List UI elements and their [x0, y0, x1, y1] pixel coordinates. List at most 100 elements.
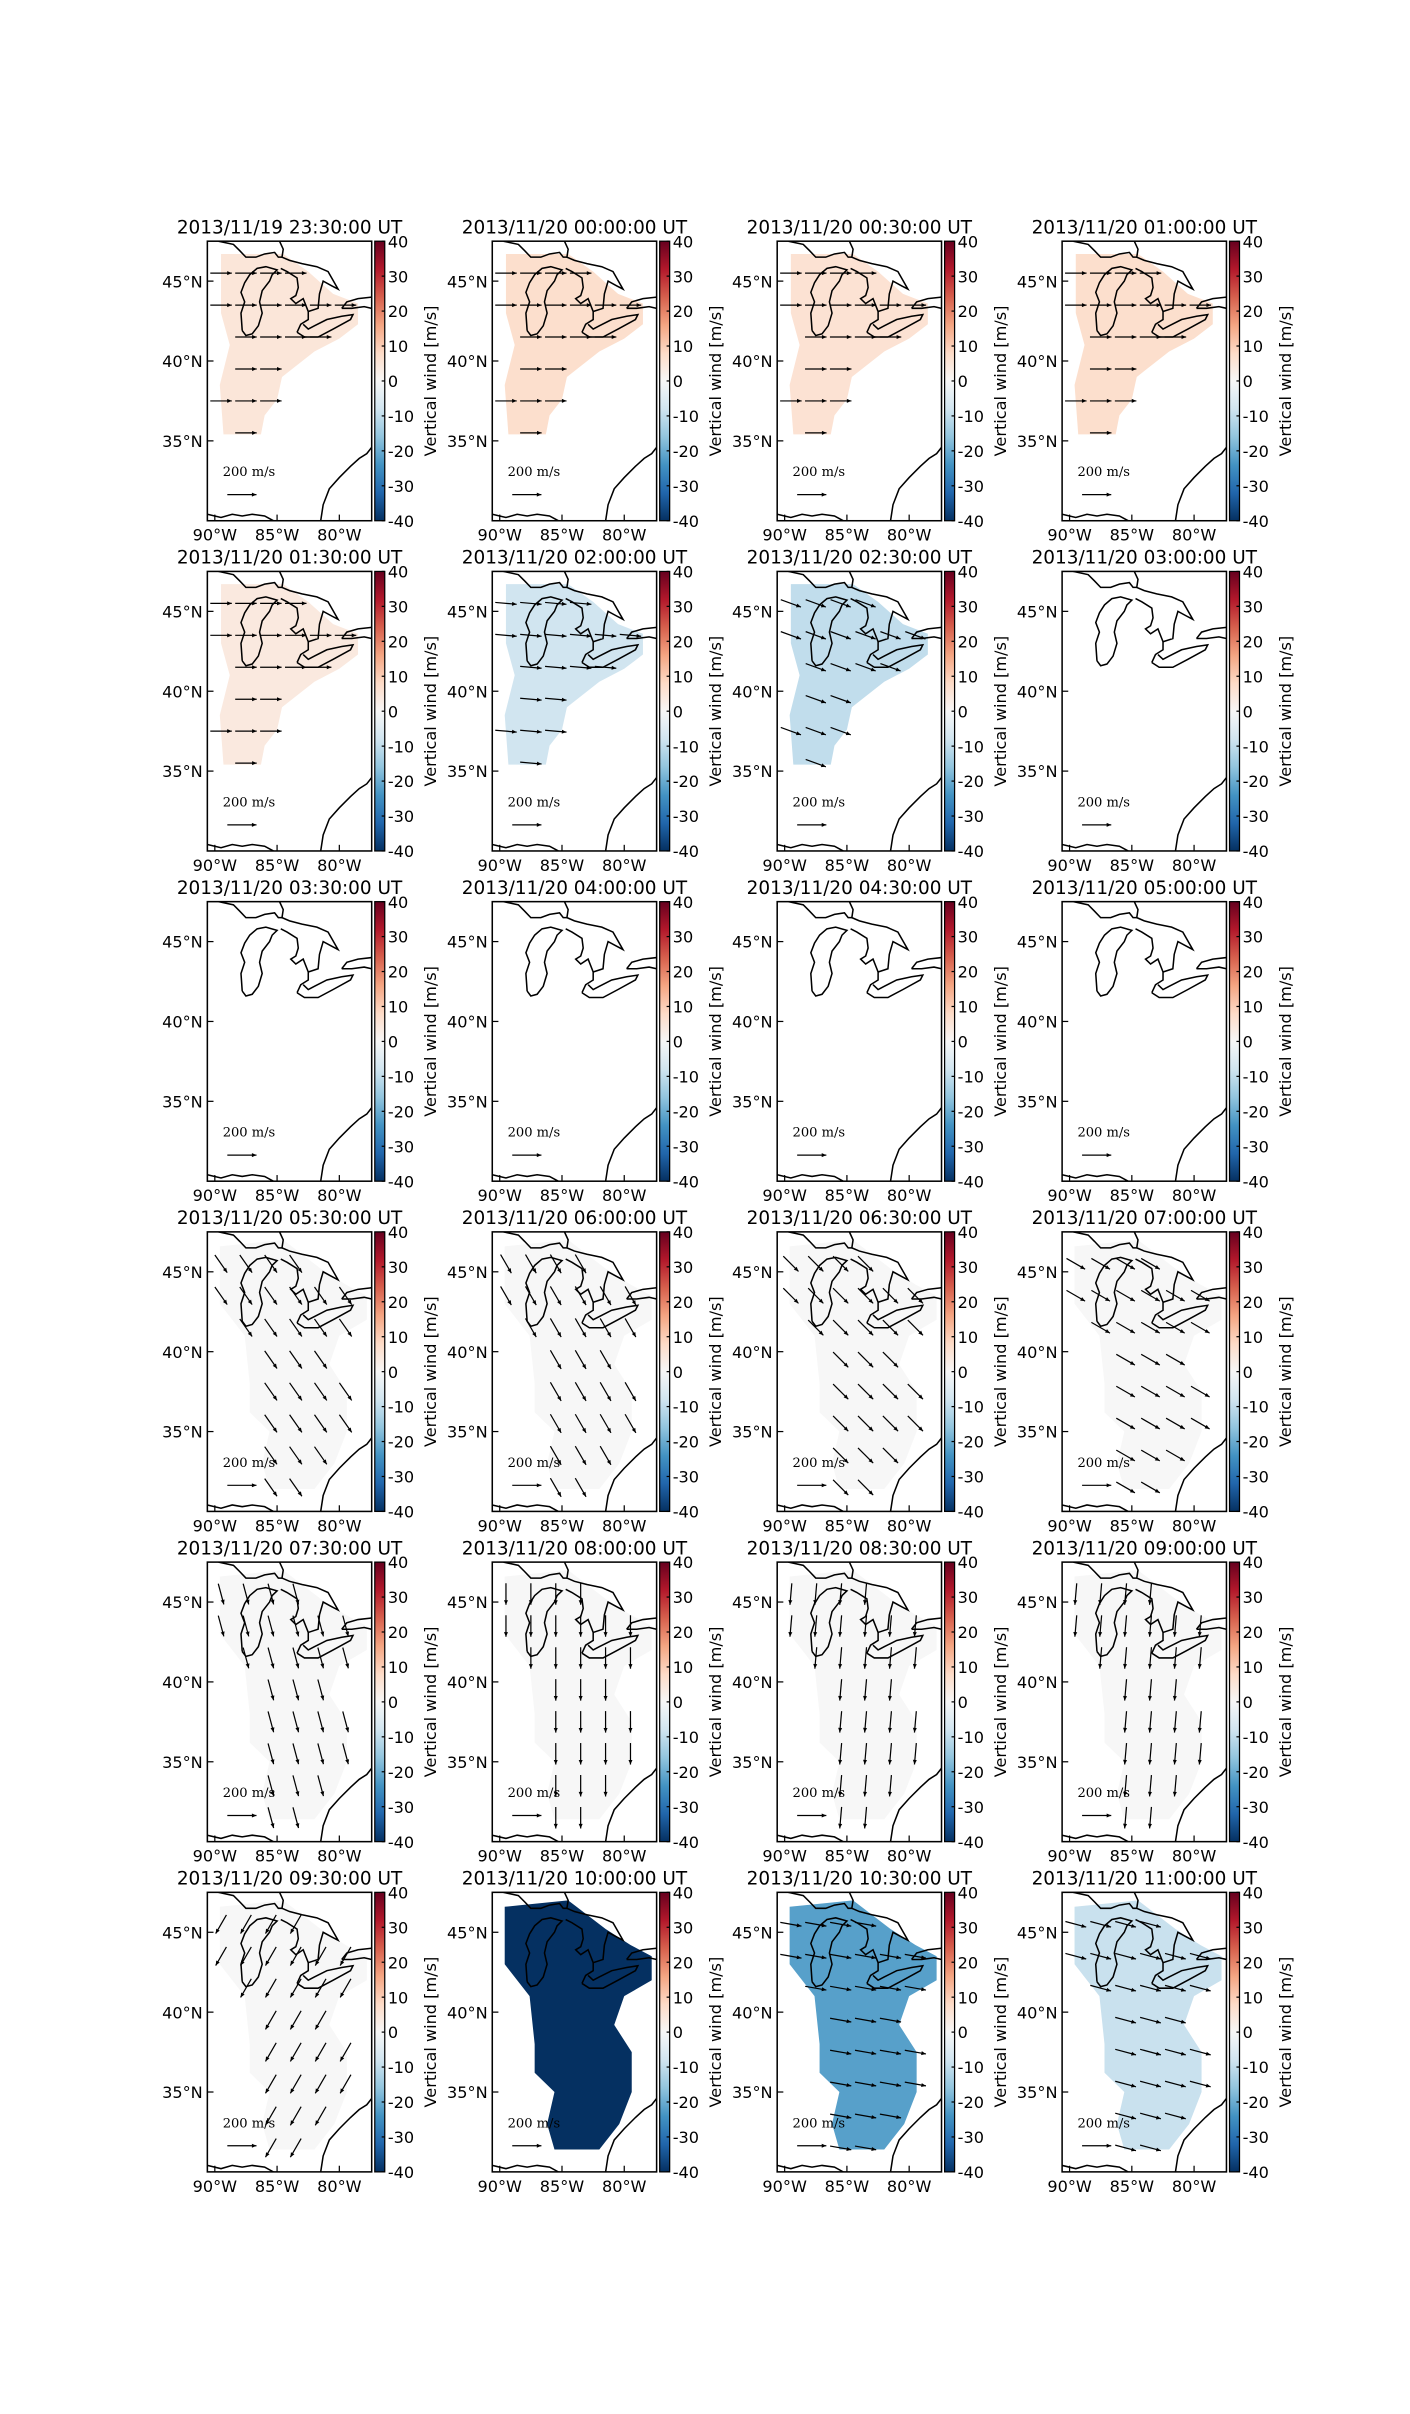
lat-tick-label: 35°N [447, 762, 488, 781]
lon-tick-label: 90°W [477, 2177, 522, 2196]
coastline [911, 1626, 942, 1630]
wind-arrow [553, 1806, 558, 1829]
coastline [1195, 956, 1227, 970]
colorbar-tick-label: 20 [1243, 1623, 1264, 1642]
wind-arrow [524, 1254, 537, 1274]
wind-arrow [1139, 2080, 1162, 2088]
lat-tick-label: 40°N [447, 2003, 488, 2022]
wind-arrow [1065, 398, 1087, 403]
lat-tick-label: 35°N [1017, 1423, 1058, 1442]
coastline [889, 1767, 942, 1842]
wind-arrow [1139, 2048, 1162, 2056]
arrow-key-label: 200 m/s [1077, 795, 1130, 810]
map-area [492, 901, 657, 1182]
wind-arrow [289, 1978, 302, 1998]
wind-arrow [780, 599, 802, 608]
colorbar-label: Vertical wind [m/s] [706, 306, 725, 457]
wind-arrow [264, 2106, 277, 2126]
wind-arrow [292, 1775, 300, 1797]
colorbar-tick-label: 0 [958, 372, 968, 391]
wind-arrow [603, 1774, 608, 1797]
wind-arrow [520, 398, 542, 403]
lon-tick-label: 85°W [255, 856, 300, 875]
wind-arrow [1164, 1984, 1186, 1992]
map-frame [206, 570, 373, 852]
map-frame [776, 1891, 943, 2173]
wind-arrow [317, 1679, 325, 1701]
wind-arrow [1190, 1417, 1210, 1430]
colorbar-tick-label: 10 [673, 337, 694, 356]
wind-arrow [267, 1647, 275, 1669]
wind-arrow [289, 2138, 302, 2158]
wind-arrow [549, 1381, 562, 1402]
wind-arrow [829, 2081, 852, 2088]
colorbar-tick-label: 0 [1243, 372, 1253, 391]
colorbar-label: Vertical wind [m/s] [991, 306, 1010, 457]
coastline [1135, 267, 1164, 333]
coastline [503, 901, 567, 919]
coastline [910, 956, 942, 970]
lon-tick-label: 85°W [1110, 1186, 1155, 1205]
wind-arrow [545, 335, 567, 340]
colorbar-tick-label: -10 [388, 1068, 414, 1087]
colorbar-tick-label: 30 [388, 928, 409, 947]
coastline [1094, 926, 1134, 997]
wind-arrow [284, 633, 307, 638]
colorbar-tick-label: -10 [673, 1728, 699, 1747]
coastline [810, 1256, 849, 1328]
colorbar-label: Vertical wind [m/s] [1276, 966, 1295, 1117]
wind-region [789, 1239, 937, 1489]
wind-arrow [838, 1679, 843, 1701]
wind-arrow [545, 366, 567, 371]
map-frame [491, 900, 658, 1182]
coastline [788, 1562, 852, 1579]
wind-arrow [780, 271, 802, 276]
coastline [1062, 2164, 1129, 2172]
colorbar-tick-label: -40 [1243, 2163, 1269, 2182]
colorbar-label: Vertical wind [m/s] [706, 1296, 725, 1447]
colorbar-tick-label: -40 [673, 512, 699, 531]
wind-arrow [317, 1775, 325, 1797]
colorbar-tick-label: -10 [388, 407, 414, 426]
wind-arrow [813, 1583, 818, 1605]
wind-arrow [500, 1286, 512, 1306]
lon-tick-label: 85°W [540, 1186, 585, 1205]
wind-region [1074, 1239, 1222, 1489]
lat-tick-label: 40°N [447, 1343, 488, 1362]
map-frame [491, 1561, 658, 1843]
wind-arrow [235, 729, 257, 734]
wind-arrow [1165, 1385, 1186, 1398]
wind-arrow [838, 1774, 843, 1797]
wind-arrow [882, 1383, 899, 1400]
colorbar-tick-label: 0 [388, 1363, 398, 1382]
map-area [1062, 1892, 1227, 2172]
wind-arrow [1098, 1615, 1103, 1637]
map-panel: 200 m/s 2013/11/20 06:00:00 UT 90°W 85°W 80°… [447, 1208, 725, 1535]
wind-arrow [879, 335, 902, 340]
coastline [296, 974, 355, 999]
coastline [604, 1107, 657, 1182]
wind-arrow [1140, 1481, 1161, 1494]
colorbar-tick-label: 0 [673, 1363, 683, 1382]
wind-arrow [1197, 1647, 1202, 1669]
lat-tick-label: 35°N [1017, 432, 1058, 451]
map-panel: 200 m/s 2013/11/20 05:30:00 UT 90°W 85°W 80°… [162, 1208, 440, 1535]
colorbar-tick-label: -10 [958, 1398, 984, 1417]
coastline [1174, 1437, 1227, 1512]
wind-arrow [309, 633, 332, 638]
colorbar-tick-label: -40 [1243, 1172, 1269, 1191]
lon-tick-label: 90°W [193, 1516, 238, 1535]
map-frame [1061, 1231, 1228, 1513]
coastline [581, 1304, 640, 1329]
wind-arrow [214, 1286, 228, 1305]
coastline [1062, 843, 1129, 851]
lon-tick-label: 85°W [825, 2177, 870, 2196]
coastline [850, 928, 879, 994]
wind-arrow [599, 1413, 612, 1434]
colorbar-tick-label: 10 [388, 998, 409, 1017]
colorbar-tick-label: -10 [1243, 407, 1269, 426]
map-area [777, 1562, 942, 1842]
colorbar-tick-label: -10 [958, 2058, 984, 2077]
wind-arrow [1147, 1743, 1153, 1765]
coastline [341, 305, 372, 310]
